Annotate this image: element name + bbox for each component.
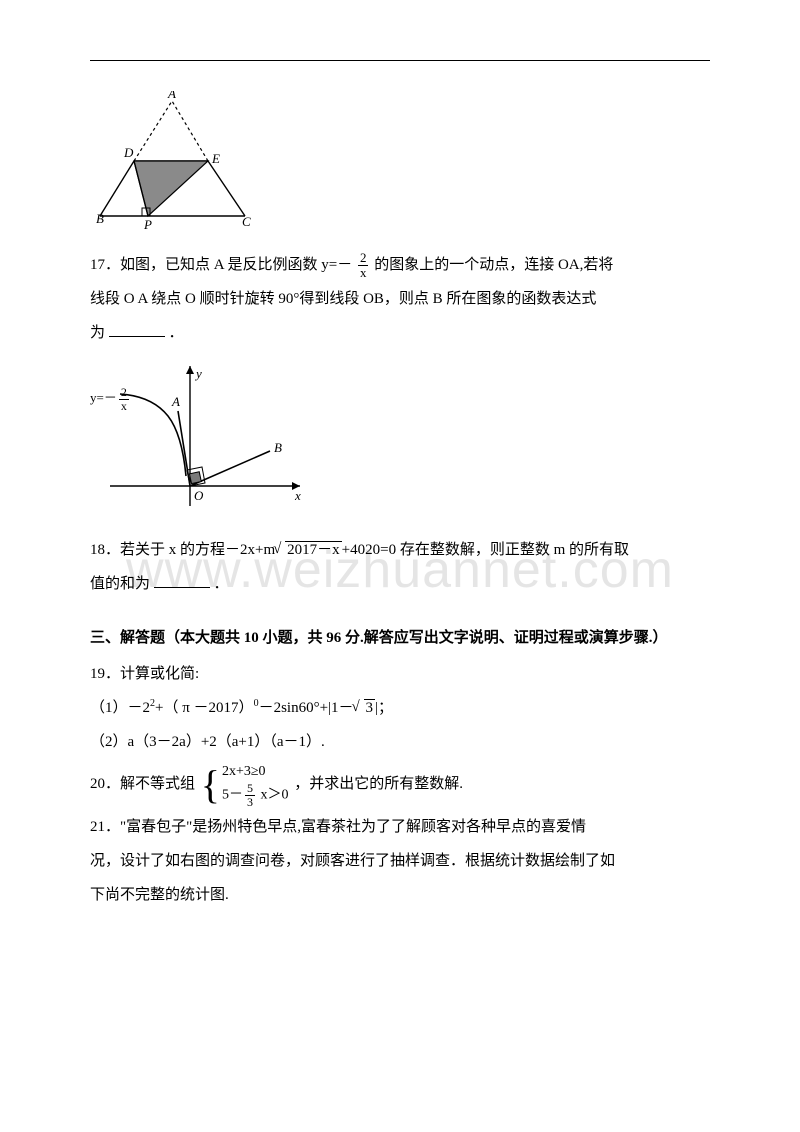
q17-frac: 2 x [358,251,369,279]
q17-l3-post: ． [169,325,184,341]
q17-line1: 17．如图，已知点 A 是反比例函数 y=－ 2 x 的图象上的一个动点，连接 … [90,250,710,280]
q21-l1: 21．"富春包子"是扬州特色早点,富春茶社为了了解顾客对各种早点的喜爱情 [90,812,710,842]
q18-l2-post: ． [214,576,229,592]
q18-l2-pre: 值的和为 [90,576,150,592]
q19-p1-sqrt: 3 [354,693,376,723]
tri-label-D: D [123,145,134,160]
g17-ylabel-num: 2 [119,386,129,400]
q20-system: { 2x+3≥0 5－53 x＞0 [201,761,289,808]
q20-row2-num: 5 [245,782,255,796]
brace-left-icon: { [201,765,220,805]
q20-row2-den: 3 [245,796,255,809]
q17-line2: 线段 O A 绕点 O 顺时针旋转 90°得到线段 OB，则点 B 所在图象的函… [90,284,710,314]
q17-frac-num: 2 [358,251,369,266]
figure-triangle: A B C D E P [90,91,710,236]
q17-l3-pre: 为 [90,325,105,341]
tri-label-B: B [96,211,104,226]
top-rule [90,60,710,61]
q17-l1-pre: 17．如图，已知点 A 是反比例函数 y=－ [90,257,352,273]
q17-blank [109,322,165,337]
q18-blank [154,573,210,588]
q19-p1-mid1: +（ π －2017） [155,700,254,716]
q20-row2: 5－53 x＞0 [222,782,289,808]
q20-row2-pre: 5－ [222,787,243,802]
q19-p1-rad: 3 [364,699,376,716]
q17-l1-post: 的图象上的一个动点，连接 OA,若将 [374,257,613,273]
figure-graph-17: y x O A B y=－2x [90,356,710,521]
q18-sqrt: 2017－x [275,535,342,565]
q19-p1-post: |； [375,700,393,716]
q20-row1: 2x+3≥0 [222,761,289,782]
q20: 20．解不等式组 { 2x+3≥0 5－53 x＞0 ，并求出它的所有整数解. [90,761,710,808]
q19-p1-mid2: －2sin60°+|1－ [259,700,354,716]
tri-label-P: P [143,217,152,231]
q17-line3: 为 ． [90,318,710,348]
g17-B: B [274,440,282,455]
q19-title: 19．计算或化简: [90,659,710,689]
q19-p1: （1）－22+（ π －2017）0－2sin60°+|1－3|； [90,693,710,723]
g17-O: O [194,488,204,503]
q20-pre: 20．解不等式组 [90,776,195,792]
tri-label-A: A [167,91,176,101]
q18-pre: 18．若关于 x 的方程－2x+m [90,542,275,558]
q20-row2-post: x＞0 [257,787,289,802]
q21-l3: 下尚不完整的统计图. [90,880,710,910]
q19-p2: （2）a（3－2a）+2（a+1）（a－1）. [90,727,710,757]
g17-y: y [194,366,202,381]
q18-mid: +4020=0 存在整数解，则正整数 m 的所有取 [342,542,629,558]
g17-x: x [294,488,301,503]
q18-line2: 值的和为 ． [90,569,710,599]
tri-label-E: E [211,151,220,166]
page-content: A B C D E P 17．如图，已知点 A 是反比例函数 y=－ 2 x 的… [0,0,800,954]
q18-radicand: 2017－x [285,541,342,558]
q20-post: ，并求出它的所有整数解. [294,776,463,792]
g17-A: A [171,394,180,409]
q18-line1: 18．若关于 x 的方程－2x+m 2017－x+4020=0 存在整数解，则正整… [90,535,710,565]
tri-label-C: C [242,214,251,229]
g17-ylabel-den: x [119,400,129,413]
section-3-title: 三、解答题（本大题共 10 小题，共 96 分.解答应写出文字说明、证明过程或演… [90,623,710,653]
g17-ylabel-pre: y=－ [90,390,117,405]
q17-frac-den: x [358,266,369,280]
q21-l2: 况，设计了如右图的调查问卷，对顾客进行了抽样调查．根据统计数据绘制了如 [90,846,710,876]
q19-p1-pre: （1）－2 [90,700,150,716]
